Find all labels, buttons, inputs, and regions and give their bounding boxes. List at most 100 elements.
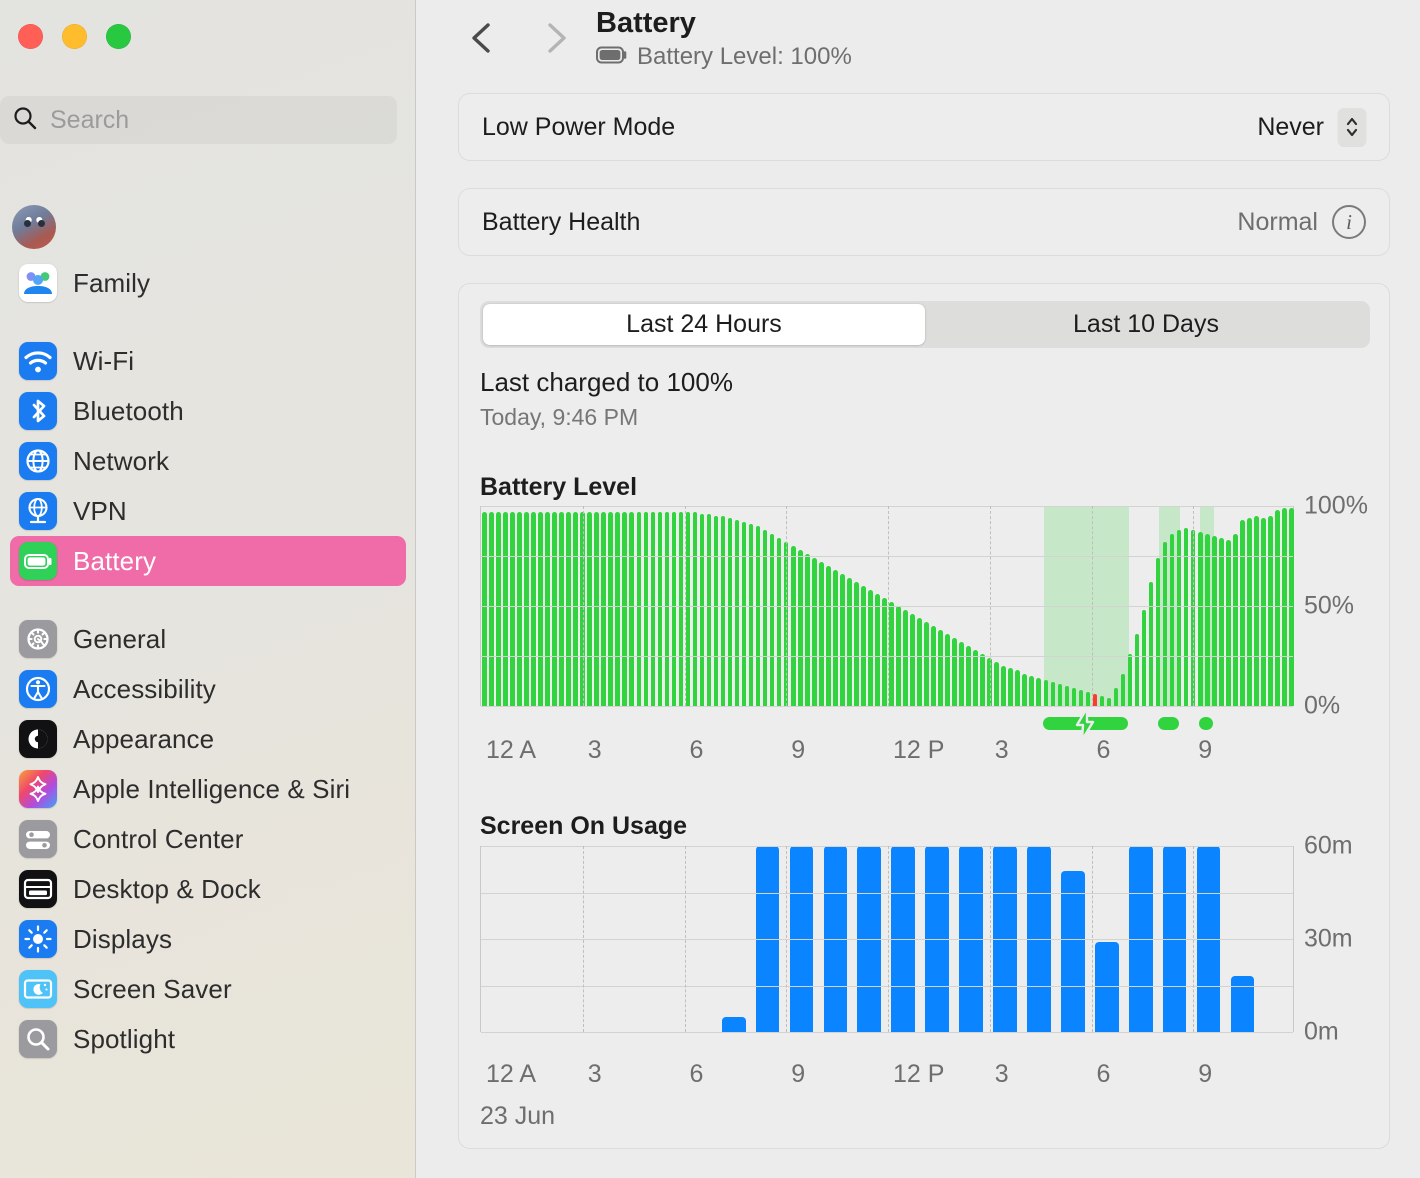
- battery-level-bar: [1232, 534, 1238, 706]
- screen-on-usage-plot-area: [480, 846, 1294, 1033]
- bluetooth-icon: [19, 392, 57, 430]
- gridline: [481, 846, 1293, 847]
- battery-level-bar: [1183, 528, 1189, 706]
- sidebar-item-apple-intelligence-siri[interactable]: Apple Intelligence & Siri: [10, 764, 406, 814]
- battery-level-bar: [482, 512, 487, 706]
- sidebar-item-accessibility[interactable]: Accessibility: [10, 664, 406, 714]
- sidebar-item-family[interactable]: Family: [10, 258, 406, 308]
- battery-level-bar: [1064, 686, 1070, 706]
- chevron-updown-icon[interactable]: [1338, 108, 1366, 146]
- sidebar-item-screen-saver[interactable]: Screen Saver: [10, 964, 406, 1014]
- sidebar-item-control-center[interactable]: Control Center: [10, 814, 406, 864]
- battery-level-bar: [994, 662, 999, 706]
- battery-level-bar: [580, 512, 585, 706]
- battery-level-bar: [1225, 540, 1231, 706]
- x-axis-label: 3: [587, 1060, 602, 1088]
- forward-button[interactable]: [534, 16, 578, 60]
- sidebar-item-appearance[interactable]: Appearance: [10, 714, 406, 764]
- avatar[interactable]: [12, 205, 56, 249]
- tab-last-10-days[interactable]: Last 10 Days: [1073, 310, 1219, 338]
- battery-level-bar: [903, 610, 908, 706]
- battery-level-bar: [1247, 518, 1252, 706]
- sidebar-item-label: Wi-Fi: [73, 345, 135, 376]
- battery-level-bar: [1029, 676, 1035, 706]
- x-axis-label: 12 A: [486, 1060, 537, 1088]
- sidebar-item-bluetooth[interactable]: Bluetooth: [10, 386, 406, 436]
- battery-level-bar: [797, 550, 803, 706]
- sidebar-item-displays[interactable]: Displays: [10, 914, 406, 964]
- gridline: [481, 506, 1293, 507]
- desktop-dock-icon: [19, 870, 57, 908]
- battery-level-bar: [1134, 634, 1140, 706]
- sidebar-item-desktop-dock[interactable]: Desktop & Dock: [10, 864, 406, 914]
- tab-last-24-hours[interactable]: Last 24 Hours: [483, 304, 925, 345]
- battery-level-bar: [1106, 698, 1112, 706]
- battery-level-bar: [748, 524, 754, 706]
- battery-level-bar: [1113, 688, 1119, 706]
- battery-level-bar: [825, 566, 831, 706]
- battery-level-bar: [489, 512, 494, 706]
- sidebar-item-vpn[interactable]: VPN: [10, 486, 406, 536]
- sidebar-divider: [0, 586, 416, 614]
- screen-saver-icon: [19, 970, 57, 1008]
- battery-level-bar: [1254, 516, 1259, 706]
- battery-level-bar: [1239, 520, 1245, 706]
- x-gridline: [989, 846, 991, 1032]
- sidebar-item-label: Network: [73, 445, 170, 476]
- battery-level-bar: [1176, 530, 1182, 706]
- search-input[interactable]: Search: [0, 96, 397, 144]
- back-button[interactable]: [460, 16, 504, 60]
- sidebar-item-network[interactable]: Network: [10, 436, 406, 486]
- battery-level-y-axis: 0% 50% 100%: [1304, 492, 1414, 720]
- battery-level-bar: [685, 512, 691, 706]
- battery-level-bar: [1071, 688, 1077, 706]
- window-traffic-lights: [18, 24, 131, 49]
- maximize-button[interactable]: [106, 24, 131, 49]
- screen-on-usage-y-axis: 0m 30m 60m: [1304, 832, 1414, 1046]
- x-axis-label: 9: [791, 1060, 806, 1088]
- minimize-button[interactable]: [62, 24, 87, 49]
- battery-level-bar: [889, 602, 894, 706]
- battery-level-bar: [692, 512, 698, 706]
- screen-on-usage-bar: [721, 1016, 746, 1032]
- battery-level-section-title: Battery Level: [480, 473, 638, 501]
- x-gridline: [888, 506, 889, 706]
- battery-level-bar: [1078, 690, 1084, 706]
- battery-level-bar: [811, 558, 817, 706]
- low-power-mode-card: Low Power Mode Never: [458, 93, 1390, 161]
- spotlight-icon: [19, 1020, 57, 1058]
- low-power-mode-row[interactable]: Low Power Mode Never: [459, 94, 1389, 160]
- info-icon[interactable]: i: [1332, 205, 1366, 239]
- sidebar-item-label: Appearance: [73, 723, 215, 754]
- screen-on-usage-bar: [1094, 942, 1119, 1032]
- screen-on-usage-section-title: Screen On Usage: [480, 812, 688, 840]
- sidebar-item-label: Family: [73, 267, 151, 298]
- battery-level-bar: [769, 534, 775, 706]
- sidebar-item-battery[interactable]: Battery: [10, 536, 406, 586]
- battery-level-bar: [952, 638, 957, 706]
- battery-level-bar: [713, 516, 719, 706]
- sidebar-item-general[interactable]: General: [10, 614, 406, 664]
- x-axis-label: 6: [1096, 1060, 1111, 1088]
- sidebar-item-wi-fi[interactable]: Wi-Fi: [10, 336, 406, 386]
- battery-level-bar: [1211, 536, 1217, 706]
- last-charged-title: Last charged to 100%: [480, 367, 733, 397]
- gridline: [481, 656, 1293, 657]
- battery-health-label: Battery Health: [482, 207, 641, 236]
- control-center-icon: [19, 820, 57, 858]
- sidebar-item-spotlight[interactable]: Spotlight: [10, 1014, 406, 1064]
- main-content: Battery Battery Level: 100% Low Power Mo…: [416, 0, 1420, 1178]
- battery-level-bar: [868, 590, 873, 706]
- apple-intelligence-icon: [19, 770, 57, 808]
- battery-level-bar: [636, 512, 642, 706]
- x-gridline: [582, 506, 584, 706]
- x-gridline: [1193, 506, 1195, 706]
- network-icon: [19, 442, 57, 480]
- close-button[interactable]: [18, 24, 43, 49]
- battery-level-bar: [854, 582, 859, 706]
- battery-level-bar: [755, 526, 761, 706]
- battery-level-bar: [1043, 680, 1049, 706]
- sidebar-item-label: Desktop & Dock: [73, 873, 261, 904]
- x-gridline: [888, 846, 889, 1032]
